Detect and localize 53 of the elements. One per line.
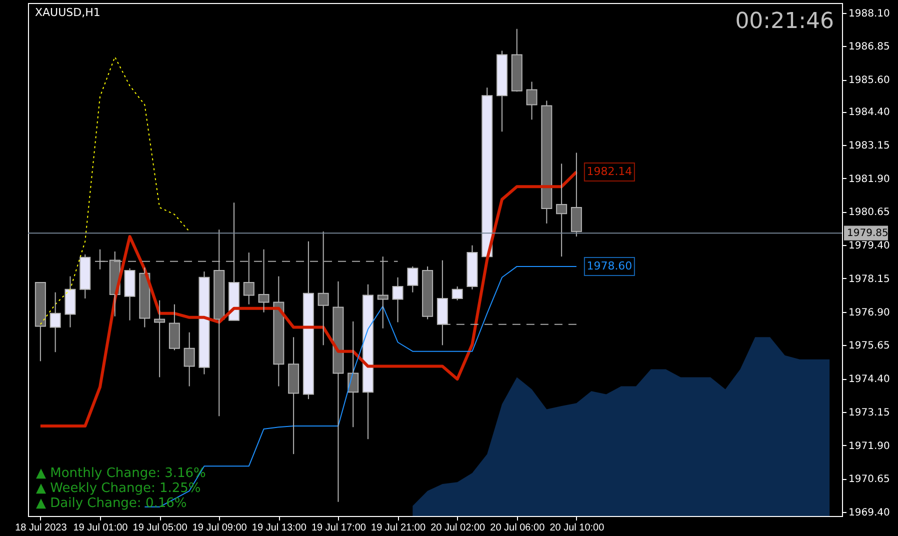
x-tick-label: 20 Jul 10:00 xyxy=(550,522,605,534)
candlestick xyxy=(64,276,76,328)
candlestick xyxy=(332,280,344,502)
y-tick-label: 1971.90 xyxy=(848,440,890,452)
y-tick-label: 1980.65 xyxy=(848,207,890,218)
candlestick xyxy=(80,254,91,299)
line-series xyxy=(40,56,190,325)
y-tick-label: 1988.10 xyxy=(848,8,890,20)
x-tick-label: 19 Jul 05:00 xyxy=(132,522,188,534)
candlestick xyxy=(452,286,463,301)
y-tick-label: 1976.90 xyxy=(848,307,890,318)
candlestick xyxy=(526,81,538,120)
data-label: 1982.14 xyxy=(586,164,632,178)
candlestick xyxy=(288,336,300,455)
x-tick-label: 19 Jul 13:00 xyxy=(252,522,307,534)
y-tick-label: 1973.15 xyxy=(848,407,890,418)
x-tick-label: 19 Jul 21:00 xyxy=(371,522,426,534)
candlestick xyxy=(466,244,478,290)
data-label: 1978.60 xyxy=(586,259,632,272)
y-tick-label: 1986.85 xyxy=(848,42,890,53)
candlestick xyxy=(362,284,374,440)
y-tick-label: 1979.40 xyxy=(848,240,890,252)
x-tick-label: 20 Jul 02:00 xyxy=(430,522,486,534)
y-tick-label: 1984.40 xyxy=(848,107,890,118)
y-tick-label: 1978.15 xyxy=(848,274,890,285)
candlestick xyxy=(556,163,568,258)
x-tick-label: 19 Jul 09:00 xyxy=(192,522,248,534)
candlestick xyxy=(198,271,210,375)
y-tick-label: 1985.60 xyxy=(848,75,890,86)
y-tick-label: 1981.90 xyxy=(848,174,890,185)
x-tick-label: 18 Jul 2023 xyxy=(15,522,68,534)
candlestick xyxy=(184,332,195,387)
candlestick xyxy=(407,266,418,293)
line-series xyxy=(38,170,578,428)
candlestick xyxy=(541,100,552,224)
candlestick xyxy=(50,292,61,353)
candlestick xyxy=(273,276,284,387)
candlestick xyxy=(422,266,434,320)
candlestick xyxy=(348,320,359,428)
chart-title: XAUUSD,H1 xyxy=(35,6,100,19)
x-tick-label: 20 Jul 06:00 xyxy=(490,522,546,534)
candlestick xyxy=(496,50,508,132)
ref-line-label: 1979.85 xyxy=(847,228,888,240)
candlestick xyxy=(139,267,150,328)
y-tick-label: 1974.40 xyxy=(848,374,890,386)
y-tick-label: 1969.40 xyxy=(848,507,890,518)
x-tick-label: 19 Jul 17:00 xyxy=(311,522,366,534)
y-tick-label: 1970.65 xyxy=(848,474,890,486)
x-tick-label: 19 Jul 01:00 xyxy=(73,522,128,534)
y-tick-label: 1983.15 xyxy=(848,140,890,152)
annotation: 00:21:46 xyxy=(735,9,834,34)
candlestick xyxy=(392,276,404,323)
y-tick-label: 1975.65 xyxy=(848,340,890,352)
